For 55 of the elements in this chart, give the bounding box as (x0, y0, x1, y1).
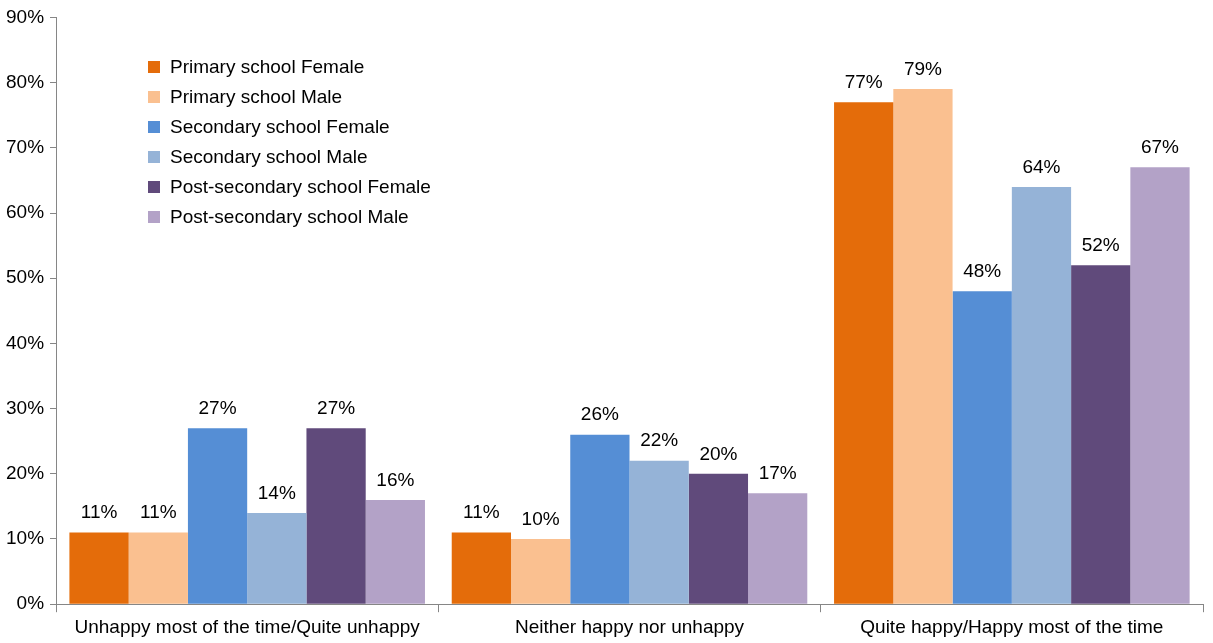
bar (69, 532, 129, 604)
bar (893, 89, 953, 604)
bar (570, 434, 630, 604)
bar (1130, 167, 1190, 604)
data-label: 52% (1081, 233, 1120, 255)
x-tick-label: Unhappy most of the time/Quite unhappy (74, 615, 421, 637)
y-tick-label: 60% (6, 201, 45, 223)
y-tick-label: 90% (6, 5, 45, 27)
data-label: 48% (963, 259, 1002, 281)
legend-label: Secondary school Male (170, 146, 368, 168)
bar (187, 428, 248, 604)
y-tick-label: 0% (16, 592, 45, 614)
y-tick-label: 80% (6, 70, 45, 92)
legend-label: Post-secondary school Female (170, 176, 431, 198)
bar (510, 539, 571, 604)
legend-label: Secondary school Female (170, 116, 390, 138)
x-tick-label: Neither happy nor unhappy (514, 615, 745, 637)
x-tick-label: Quite happy/Happy most of the time (860, 615, 1164, 637)
y-tick-label: 30% (6, 396, 45, 418)
legend-label: Primary school Female (170, 56, 365, 78)
data-label: 11% (139, 501, 177, 523)
bar (451, 532, 511, 604)
data-label: 27% (198, 396, 237, 418)
y-tick-label: 40% (6, 331, 45, 353)
data-label: 11% (80, 501, 118, 523)
y-tick-label: 50% (6, 266, 45, 288)
data-label: 20% (699, 442, 738, 464)
data-label: 14% (257, 481, 296, 503)
bar (629, 460, 689, 604)
bar (688, 473, 749, 604)
data-label: 79% (903, 57, 943, 79)
data-label: 27% (317, 396, 356, 418)
data-label: 17% (758, 462, 797, 484)
bar (834, 102, 894, 604)
bar (748, 493, 808, 604)
y-tick-label: 20% (6, 462, 45, 484)
data-label: 22% (640, 429, 679, 451)
legend-label: Post-secondary school Male (170, 206, 409, 228)
bar (306, 428, 366, 604)
legend-label: Primary school Male (170, 86, 343, 108)
data-label: 67% (1140, 136, 1180, 158)
data-label: 26% (580, 403, 619, 425)
data-label: 10% (521, 507, 560, 529)
data-label: 64% (1022, 155, 1061, 177)
bar (952, 291, 1012, 604)
bar (128, 532, 188, 604)
y-tick-label: 10% (6, 527, 45, 549)
y-tick-label: 70% (6, 136, 45, 158)
bar (247, 512, 307, 604)
bar (1071, 265, 1131, 604)
data-label: 11% (463, 501, 500, 523)
bar (365, 499, 425, 604)
bar (1011, 186, 1072, 604)
data-label: 77% (844, 70, 883, 92)
data-label: 16% (376, 468, 415, 490)
